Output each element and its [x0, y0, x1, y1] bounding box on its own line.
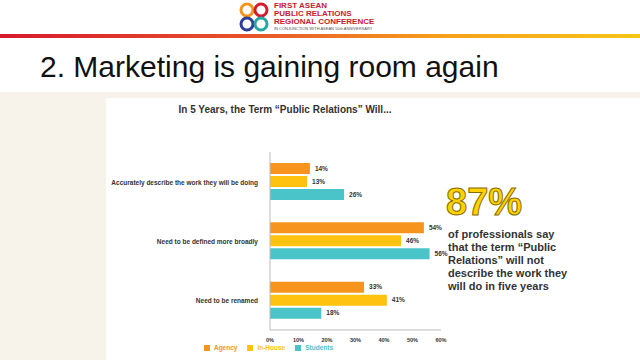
svg-text:Need to be defined more broadl: Need to be defined more broadly: [157, 238, 259, 246]
svg-text:46%: 46%: [406, 237, 419, 244]
svg-text:14%: 14%: [315, 165, 328, 172]
svg-text:54%: 54%: [429, 224, 442, 231]
html-text:2. Marketing is gaining room a: 2. Marketing is gaining room again: [40, 50, 499, 83]
svg-text:Accurately describe the work t: Accurately describe the work they will b…: [111, 179, 258, 187]
svg-text:40%: 40%: [378, 337, 389, 343]
svg-text:60%: 60%: [435, 337, 446, 343]
svg-text:0%: 0%: [266, 337, 274, 343]
svg-text:13%: 13%: [312, 178, 325, 185]
svg-text:20%: 20%: [321, 337, 332, 343]
svg-text:18%: 18%: [326, 309, 339, 316]
html-text:PUBLIC RELATIONS: PUBLIC RELATIONS: [274, 9, 352, 18]
html-text:REGIONAL CONFERENCE: REGIONAL CONFERENCE: [274, 17, 375, 26]
svg-text:56%: 56%: [435, 250, 448, 257]
html-text:Agency: Agency: [213, 344, 238, 351]
svg-text:30%: 30%: [350, 337, 361, 343]
svg-text:10%: 10%: [293, 337, 304, 343]
html-text:In-House: In-House: [257, 344, 286, 351]
svg-text:26%: 26%: [349, 191, 362, 198]
svg-text:33%: 33%: [369, 283, 382, 290]
html-text:Students: Students: [305, 344, 333, 351]
html-text:In 5 Years, the Term “Public R: In 5 Years, the Term “Public Relations” …: [178, 104, 392, 115]
html-text:of professionals say that the: of professionals say that the term “Publ…: [448, 228, 568, 292]
html-text:IN CONJUNCTION WITH ASEAN 50th: IN CONJUNCTION WITH ASEAN 50th ANNIVERSA…: [274, 26, 373, 31]
html-text:FIRST ASEAN: FIRST ASEAN: [274, 1, 327, 10]
svg-text:Need to be renamed: Need to be renamed: [196, 297, 258, 304]
svg-text:41%: 41%: [392, 296, 405, 303]
html-text:87%: 87%: [446, 181, 523, 223]
svg-text:50%: 50%: [407, 337, 418, 343]
